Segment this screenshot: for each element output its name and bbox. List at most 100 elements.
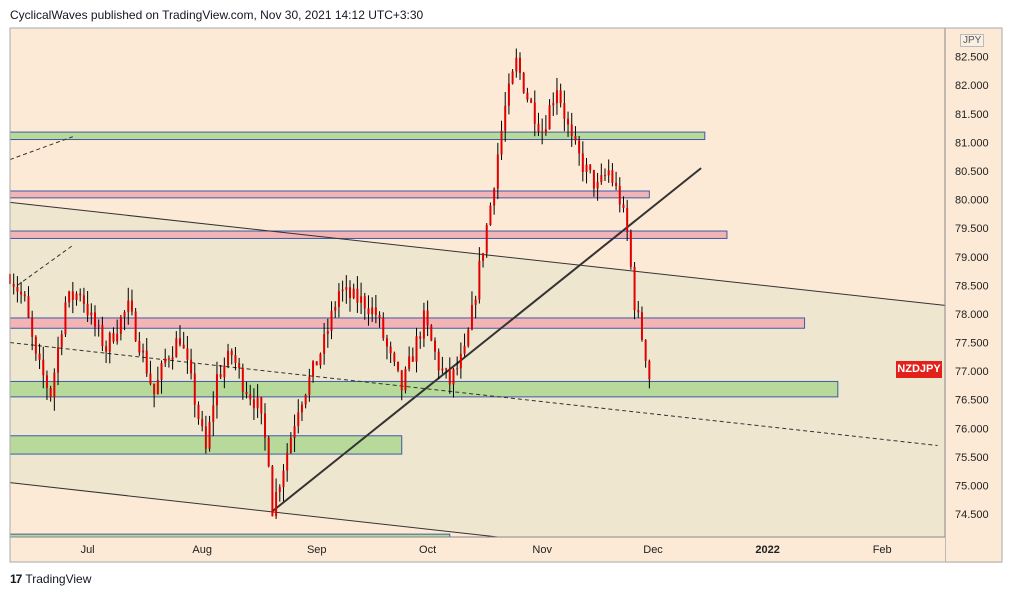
- candle-body: [134, 311, 137, 341]
- footer-brand[interactable]: 17 TradingView: [10, 572, 91, 586]
- candle-body: [334, 306, 337, 311]
- candle-body: [238, 363, 241, 368]
- candle-body: [249, 394, 252, 400]
- price-tick-label: 82.500: [955, 52, 989, 64]
- candle-body: [441, 368, 444, 371]
- price-tick-label: 78.500: [955, 280, 989, 292]
- time-tick-label: Sep: [307, 544, 327, 556]
- candle-body: [34, 336, 37, 354]
- candle-body: [82, 295, 85, 304]
- candle-body: [164, 358, 167, 364]
- candle-body: [526, 92, 529, 100]
- price-tick-label: 81.500: [955, 109, 989, 121]
- candle-body: [101, 325, 104, 347]
- candle-body: [341, 289, 344, 292]
- candle-body: [463, 345, 466, 354]
- candle-body: [119, 317, 122, 334]
- candle-body: [289, 438, 292, 453]
- currency-label: JPY: [960, 34, 985, 47]
- candle-body: [493, 188, 496, 206]
- price-tick-label: 77.500: [955, 338, 989, 350]
- candle-body: [156, 379, 159, 395]
- candle-body: [12, 283, 15, 287]
- candle-body: [45, 375, 48, 389]
- candle-body: [227, 350, 230, 366]
- candle-body: [552, 103, 555, 106]
- candle-body: [360, 296, 363, 303]
- candle-body: [160, 363, 163, 380]
- candle-body: [49, 388, 52, 398]
- candle-body: [105, 346, 108, 352]
- candle-body: [530, 99, 533, 103]
- candle-body: [349, 287, 351, 299]
- time-axis[interactable]: Jul Aug Sep Oct Nov Dec 2022 Feb: [10, 536, 945, 562]
- time-tick-label: Aug: [192, 544, 212, 556]
- candle-body: [53, 372, 56, 398]
- candle-body: [607, 170, 610, 176]
- candle-body: [256, 397, 259, 409]
- price-tick-label: 77.000: [955, 366, 989, 378]
- candle-body: [604, 175, 606, 177]
- trendlines-layer: [9, 136, 946, 538]
- candle-body: [618, 185, 621, 205]
- candle-body: [408, 356, 411, 369]
- price-axis[interactable]: 82.500 82.000 81.500 81.000 80.500 80.000 79.5…: [944, 28, 1002, 563]
- candle-body: [267, 437, 270, 467]
- price-tick-label: 79.500: [955, 223, 989, 235]
- price-tick-label: 74.500: [955, 509, 989, 521]
- time-axis-bg: [10, 537, 945, 562]
- candle-body: [581, 153, 584, 173]
- candle-body: [485, 225, 488, 254]
- dashed-trendline: [17, 244, 74, 286]
- candle-body: [507, 83, 510, 106]
- candle-body: [596, 181, 599, 189]
- solid-trendline: [9, 482, 498, 538]
- candle-body: [323, 334, 326, 354]
- solid-trendline: [9, 201, 946, 306]
- candle-body: [585, 164, 588, 173]
- candle-body: [300, 404, 303, 413]
- candle-body: [293, 426, 296, 439]
- candle-body: [212, 405, 215, 422]
- candle-body: [430, 325, 433, 341]
- price-tick-label: 76.500: [955, 395, 989, 407]
- candle-body: [123, 312, 126, 318]
- candle-body: [371, 307, 374, 315]
- candle-body: [127, 300, 130, 313]
- candle-body: [138, 340, 141, 353]
- candle-body: [308, 376, 311, 395]
- candle-body: [626, 207, 629, 232]
- candle-body: [570, 124, 573, 136]
- candle-body: [179, 338, 181, 345]
- candle-body: [363, 296, 366, 309]
- candle-body: [286, 452, 289, 471]
- symbol-badge: NZDJPY: [896, 361, 942, 378]
- candle-body: [337, 291, 340, 307]
- candle-body: [511, 71, 514, 84]
- candle-body: [60, 334, 63, 348]
- candle-body: [108, 333, 111, 352]
- candle-body: [367, 308, 370, 315]
- candle-body: [182, 344, 185, 349]
- candle-body: [578, 140, 581, 154]
- candle-body: [275, 492, 278, 517]
- candle-body: [57, 347, 60, 373]
- candle-body: [563, 103, 566, 119]
- candle-body: [38, 353, 41, 360]
- candles-layer: [9, 48, 651, 519]
- price-tick-label: 75.500: [955, 452, 989, 464]
- candle-body: [559, 90, 562, 104]
- candle-body: [153, 383, 156, 395]
- tradingview-logo-icon: 17: [10, 572, 22, 586]
- candle-body: [592, 170, 595, 189]
- candle-body: [142, 350, 145, 353]
- candle-body: [589, 164, 592, 171]
- candle-body: [20, 291, 23, 295]
- candle-body: [482, 253, 485, 261]
- candle-body: [230, 350, 233, 356]
- candle-body: [434, 340, 436, 352]
- candle-body: [500, 130, 503, 155]
- candle-body: [567, 118, 570, 125]
- candle-body: [356, 288, 359, 303]
